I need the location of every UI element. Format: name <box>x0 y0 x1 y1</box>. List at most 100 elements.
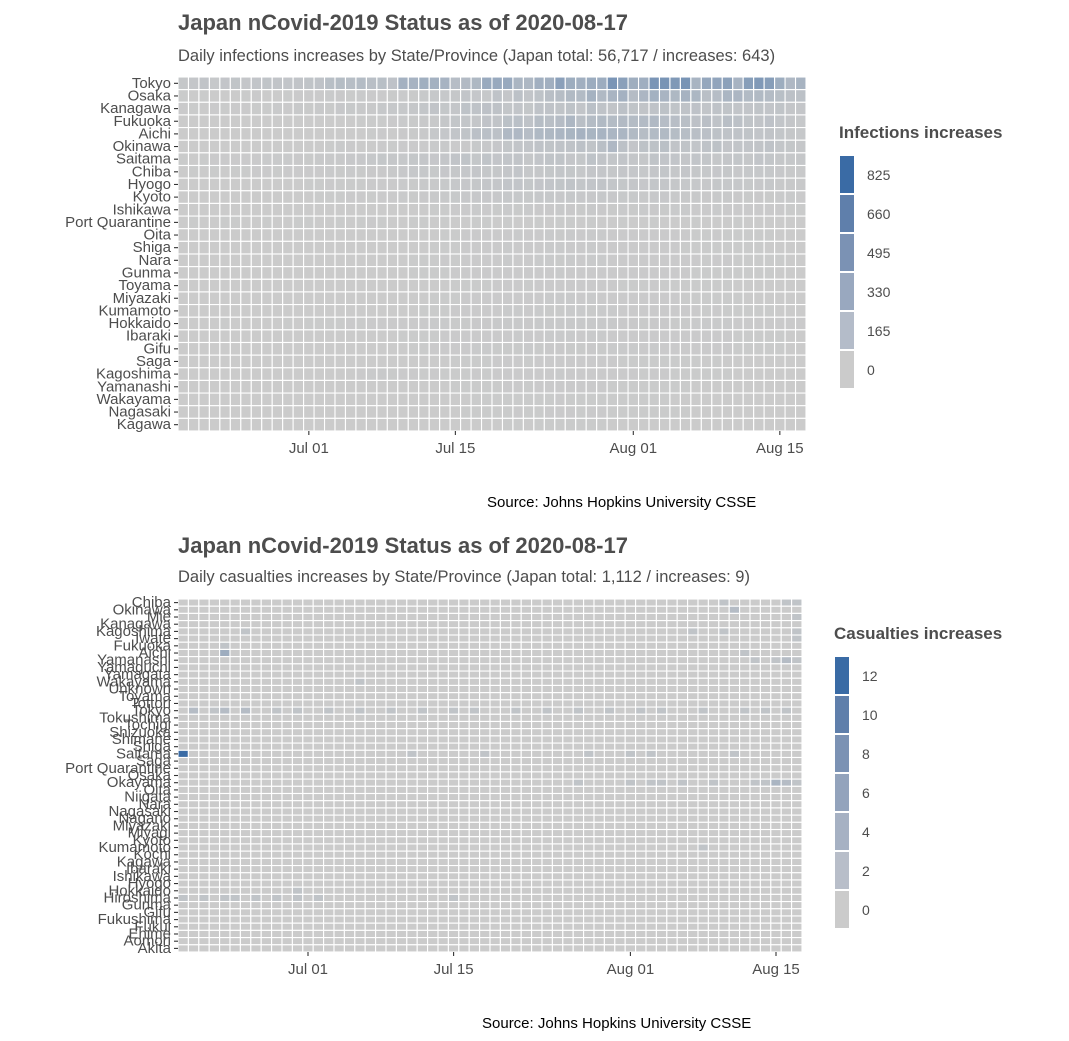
heatmap-cell <box>707 648 720 658</box>
heatmap-cell <box>666 879 678 888</box>
heatmap-cell <box>406 728 418 737</box>
heatmap-cell <box>655 756 668 766</box>
heatmap-cell <box>603 850 616 859</box>
heatmap-cell <box>406 663 418 672</box>
heatmap-cell <box>770 720 782 730</box>
heatmap-cell <box>697 893 709 903</box>
heatmap-cell <box>697 908 709 917</box>
heatmap-cell <box>271 663 283 672</box>
heatmap-cell <box>489 620 501 629</box>
heatmap-cell <box>635 663 647 672</box>
heatmap-cell <box>593 908 605 917</box>
heatmap-cell <box>395 807 408 816</box>
heatmap-cell <box>707 886 720 895</box>
heatmap-cell <box>614 656 626 665</box>
heatmap-cell <box>375 684 387 694</box>
heatmap-cell <box>447 670 460 679</box>
heatmap-cell <box>343 713 356 723</box>
heatmap-cell <box>707 843 720 852</box>
heatmap-cell <box>302 684 314 694</box>
heatmap-cell <box>364 627 377 636</box>
heatmap-cell <box>198 735 210 744</box>
heatmap-cell <box>416 598 429 607</box>
heatmap-cell <box>635 684 647 694</box>
heatmap-cell <box>593 915 605 924</box>
heatmap-cell <box>468 821 481 831</box>
heatmap-cell <box>655 641 668 650</box>
heatmap-cell <box>707 735 720 744</box>
heatmap-cell <box>499 792 512 802</box>
heatmap-cell <box>489 713 501 723</box>
heatmap-cell <box>302 915 314 924</box>
heatmap-cell <box>364 728 377 737</box>
heatmap-cell <box>624 620 637 629</box>
heatmap-cell <box>583 605 595 614</box>
heatmap-cell <box>687 792 699 802</box>
heatmap-cell <box>302 612 314 622</box>
heatmap-cell <box>219 872 231 881</box>
heatmap-cell <box>520 929 533 939</box>
heatmap-cell <box>614 670 626 679</box>
heatmap-cell <box>406 692 418 701</box>
heatmap-cell <box>780 901 793 910</box>
heatmap-cell <box>676 800 689 809</box>
heatmap-cell <box>562 756 574 766</box>
heatmap-cell <box>302 699 314 708</box>
heatmap-cell <box>437 699 449 708</box>
heatmap-cell <box>718 821 730 831</box>
heatmap-cell <box>187 656 200 665</box>
heatmap-cell <box>499 843 512 852</box>
heatmap-cell <box>489 807 501 816</box>
heatmap-cell <box>208 843 221 852</box>
heatmap-cell <box>447 872 460 881</box>
heatmap-cell <box>333 944 345 953</box>
heatmap-cell <box>437 893 449 903</box>
heatmap-cell <box>572 677 585 686</box>
heatmap-cell <box>229 893 241 903</box>
heatmap-cell <box>385 821 397 831</box>
heatmap-cell <box>687 728 699 737</box>
heatmap-cell <box>489 908 501 917</box>
heatmap-cell <box>343 792 356 802</box>
heatmap-cell <box>312 778 325 787</box>
heatmap-cell <box>447 735 460 744</box>
heatmap-cell <box>312 699 325 708</box>
heatmap-cell <box>291 728 304 737</box>
heatmap-cell <box>406 656 418 665</box>
heatmap-cell <box>437 605 449 614</box>
heatmap-cell <box>759 670 772 679</box>
heatmap-cell <box>531 922 543 931</box>
heatmap-cell <box>229 915 241 924</box>
heatmap-cell <box>375 598 387 607</box>
heatmap-cell <box>655 648 668 658</box>
heatmap-cell <box>447 706 460 715</box>
heatmap-cell <box>343 814 356 823</box>
heatmap-cell <box>406 922 418 931</box>
heatmap-cell <box>614 850 626 859</box>
heatmap-cell <box>333 778 345 787</box>
heatmap-cell <box>385 648 397 658</box>
heatmap-cell <box>468 663 481 672</box>
heatmap-cell <box>250 720 262 730</box>
heatmap-cell <box>239 692 252 701</box>
heatmap-cell <box>333 735 345 744</box>
legend-key: 0 <box>834 890 1002 929</box>
heatmap-cell <box>635 612 647 622</box>
heatmap-cell <box>468 850 481 859</box>
heatmap-cell <box>302 771 314 780</box>
heatmap-cell <box>541 605 553 614</box>
heatmap-cell <box>468 908 481 917</box>
heatmap-cell <box>198 641 210 650</box>
heatmap-cell <box>624 634 637 643</box>
heatmap-cell <box>177 886 189 895</box>
heatmap-cell <box>707 670 720 679</box>
heatmap-cell <box>437 785 449 795</box>
heatmap-cell <box>250 922 262 931</box>
heatmap-cell <box>343 922 356 931</box>
heatmap-cell <box>707 807 720 816</box>
heatmap-cell <box>666 821 678 831</box>
heatmap-cell <box>593 720 605 730</box>
heatmap-cell <box>260 879 273 888</box>
heatmap-cell <box>177 908 189 917</box>
heatmap-cell <box>250 893 262 903</box>
